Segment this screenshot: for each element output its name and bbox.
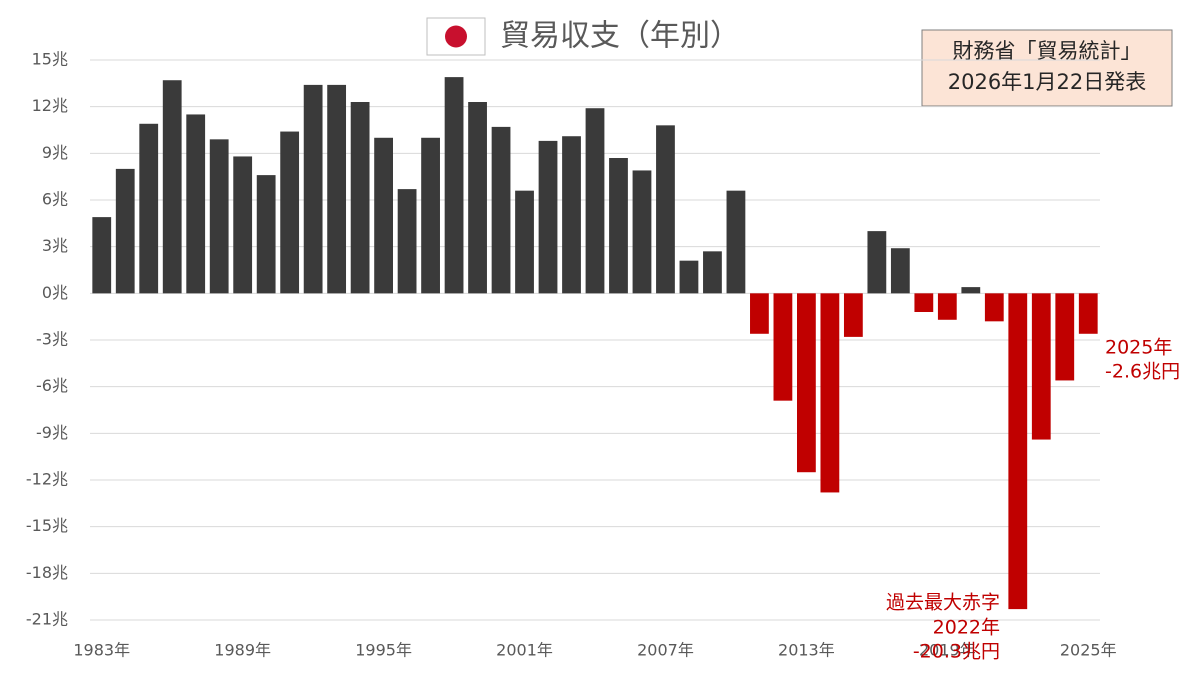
bar [890, 248, 910, 294]
y-tick-label: 3兆 [42, 236, 68, 255]
chart-title: 貿易収支（年別） [500, 19, 740, 54]
bar [937, 293, 957, 320]
y-tick-label: 9兆 [42, 143, 68, 162]
y-tick-label: 6兆 [42, 190, 68, 209]
bar [1031, 293, 1051, 440]
y-tick-label: 15兆 [32, 50, 68, 69]
bar [773, 293, 793, 401]
bar [1008, 293, 1028, 610]
annotation: 2022年 [933, 617, 1000, 639]
source-text: 2026年1月22日発表 [948, 70, 1147, 94]
y-tick-label: -21兆 [26, 610, 68, 629]
bar [256, 175, 276, 294]
bar [421, 137, 440, 294]
bar [609, 158, 628, 294]
bar [468, 102, 487, 294]
bar [538, 140, 558, 294]
x-tick-label: 1983年 [73, 641, 130, 660]
y-tick-label: -15兆 [26, 516, 68, 535]
y-tick-label: -3兆 [36, 330, 68, 349]
y-tick-label: -18兆 [26, 563, 68, 582]
bar [961, 287, 981, 294]
bar [867, 231, 887, 294]
bar [914, 293, 934, 312]
bar [444, 77, 464, 294]
bar [843, 293, 863, 337]
bar [797, 293, 816, 473]
bar [585, 108, 605, 294]
value-label: -2.6兆円 [1105, 361, 1180, 383]
x-tick-label: 2013年 [778, 641, 835, 660]
bar [562, 136, 581, 294]
bar [186, 114, 206, 294]
bar [350, 102, 370, 294]
bar [374, 137, 393, 294]
y-tick-label: 12兆 [32, 96, 68, 115]
bar [820, 293, 840, 493]
y-tick-label: 0兆 [42, 283, 68, 302]
annotation: 過去最大赤字 [886, 592, 1000, 614]
bar [162, 80, 182, 294]
bar [115, 168, 135, 294]
bar [1078, 293, 1098, 334]
bar [984, 293, 1004, 322]
bar [726, 190, 746, 294]
bar [303, 84, 323, 294]
x-tick-label: 2001年 [496, 641, 553, 660]
bar [750, 293, 769, 334]
bar [139, 123, 159, 294]
value-label: -20.3兆円 [913, 641, 1000, 663]
bar [656, 125, 675, 294]
x-tick-label: 2025年 [1060, 641, 1117, 660]
x-tick-label: 2019年 [919, 641, 976, 660]
source-text: 財務省「貿易統計」 [953, 39, 1142, 63]
bar [679, 260, 699, 294]
bar [397, 189, 417, 294]
annotation: 2025年 [1105, 337, 1172, 359]
x-tick-label: 2007年 [637, 641, 694, 660]
x-tick-label: 1995年 [355, 641, 412, 660]
bar [92, 217, 112, 294]
bar [703, 251, 722, 294]
bar [327, 84, 347, 294]
bar [280, 131, 300, 294]
y-tick-label: -9兆 [36, 423, 68, 442]
bar [1055, 293, 1075, 381]
y-tick-label: -12兆 [26, 470, 68, 489]
source-box [921, 29, 1173, 107]
y-tick-label: -6兆 [36, 376, 68, 395]
bar [209, 139, 229, 294]
bar [233, 156, 253, 294]
bar [515, 190, 534, 294]
bar [632, 170, 652, 294]
bar [491, 126, 511, 294]
x-tick-label: 1989年 [214, 641, 271, 660]
flag-sun [445, 25, 467, 48]
